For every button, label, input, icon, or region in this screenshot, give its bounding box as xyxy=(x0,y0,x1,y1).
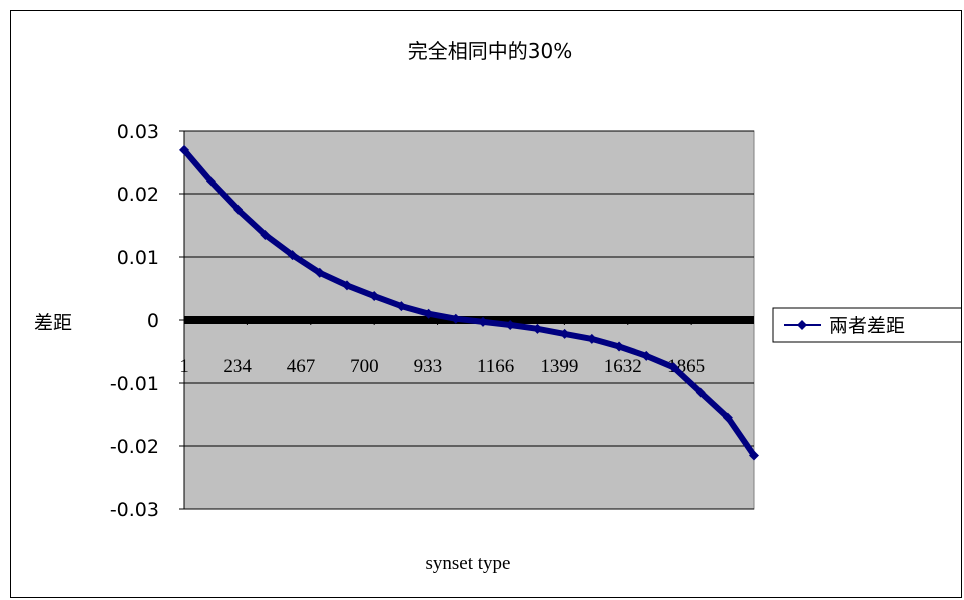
chart-canvas: 完全相同中的30% 0.03 0.02 0.01 0 -0.01 -0.02 -0.03 1 2… xyxy=(34,39,961,574)
data-point xyxy=(641,350,652,361)
data-point xyxy=(586,333,597,344)
data-point xyxy=(396,301,407,312)
y-tick-label: 0 xyxy=(147,310,159,332)
data-point xyxy=(205,176,216,187)
x-tick-label: 234 xyxy=(223,356,252,377)
data-point xyxy=(478,316,489,327)
legend: 兩者差距 xyxy=(772,307,961,343)
legend-series-marker xyxy=(797,320,807,330)
data-point xyxy=(287,250,298,261)
data-point xyxy=(532,323,543,334)
x-tick-label: 1632 xyxy=(604,356,642,377)
series-line xyxy=(181,146,757,459)
legend-series-label: 兩者差距 xyxy=(829,315,905,337)
data-point xyxy=(423,308,434,319)
data-point xyxy=(722,412,733,423)
x-tick-label: 1399 xyxy=(540,356,578,377)
data-point xyxy=(668,362,679,373)
data-point xyxy=(559,328,570,339)
plot-area: 0.03 0.02 0.01 0 -0.01 -0.02 -0.03 1 234 467 700 93… xyxy=(110,121,759,521)
x-tick-label: 1166 xyxy=(477,356,514,377)
data-point xyxy=(505,320,516,331)
data-point xyxy=(314,267,325,278)
legend-box xyxy=(772,307,961,343)
chart-title: 完全相同中的30% xyxy=(408,39,572,63)
x-tick-label: 1 xyxy=(179,356,189,377)
x-axis-label: synset type xyxy=(426,553,511,574)
x-tick-label: 700 xyxy=(350,356,379,377)
chart-frame: 完全相同中的30% 0.03 0.02 0.01 0 -0.01 -0.02 -0.03 1 2… xyxy=(10,10,962,598)
y-tick-label: 0.03 xyxy=(117,121,159,143)
data-point xyxy=(179,144,189,155)
data-point xyxy=(260,229,271,240)
y-tick-label: 0.01 xyxy=(117,247,159,269)
x-tick-label: 933 xyxy=(414,356,443,377)
data-point xyxy=(695,387,706,398)
data-point xyxy=(614,341,625,352)
data-point xyxy=(341,280,352,291)
data-point xyxy=(233,204,244,215)
data-point xyxy=(450,313,461,324)
y-tick-label: -0.02 xyxy=(110,436,159,458)
y-tick-label: 0.02 xyxy=(117,184,159,206)
y-tick-label: -0.03 xyxy=(110,499,159,521)
data-point xyxy=(749,450,759,461)
y-tick-label: -0.01 xyxy=(110,373,159,395)
data-point xyxy=(369,291,380,302)
y-axis-label: 差距 xyxy=(34,312,72,334)
x-tick-label: 467 xyxy=(287,356,316,377)
